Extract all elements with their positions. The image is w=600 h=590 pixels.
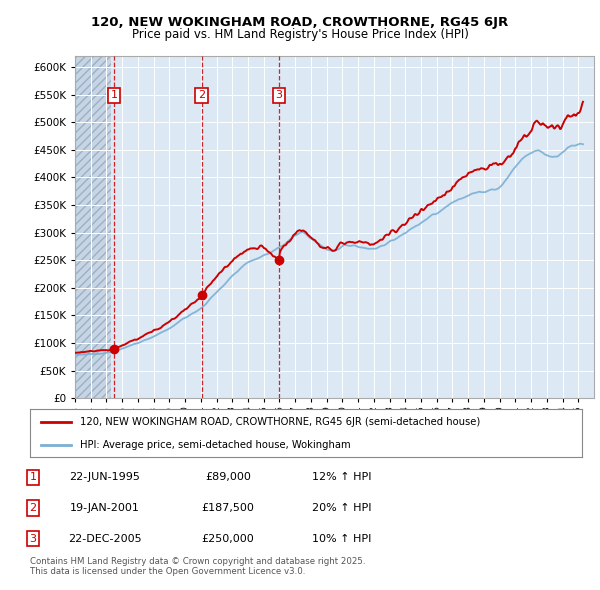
Text: 19-JAN-2001: 19-JAN-2001	[70, 503, 140, 513]
Text: 20% ↑ HPI: 20% ↑ HPI	[312, 503, 372, 513]
Text: 120, NEW WOKINGHAM ROAD, CROWTHORNE, RG45 6JR: 120, NEW WOKINGHAM ROAD, CROWTHORNE, RG4…	[91, 16, 509, 29]
Text: £250,000: £250,000	[202, 534, 254, 543]
Text: 2: 2	[29, 503, 37, 513]
Text: 3: 3	[275, 90, 283, 100]
Text: 12% ↑ HPI: 12% ↑ HPI	[312, 473, 372, 482]
Bar	[75, 56, 111, 398]
Text: £89,000: £89,000	[205, 473, 251, 482]
Text: 120, NEW WOKINGHAM ROAD, CROWTHORNE, RG45 6JR (semi-detached house): 120, NEW WOKINGHAM ROAD, CROWTHORNE, RG4…	[80, 417, 480, 427]
Text: 1: 1	[29, 473, 37, 482]
Text: Contains HM Land Registry data © Crown copyright and database right 2025.
This d: Contains HM Land Registry data © Crown c…	[30, 557, 365, 576]
Text: 10% ↑ HPI: 10% ↑ HPI	[313, 534, 371, 543]
Text: £187,500: £187,500	[202, 503, 254, 513]
Text: 2: 2	[198, 90, 205, 100]
Text: 1: 1	[110, 90, 118, 100]
Text: 22-DEC-2005: 22-DEC-2005	[68, 534, 142, 543]
Text: 22-JUN-1995: 22-JUN-1995	[70, 473, 140, 482]
Text: Price paid vs. HM Land Registry's House Price Index (HPI): Price paid vs. HM Land Registry's House …	[131, 28, 469, 41]
Text: 3: 3	[29, 534, 37, 543]
Text: HPI: Average price, semi-detached house, Wokingham: HPI: Average price, semi-detached house,…	[80, 440, 350, 450]
